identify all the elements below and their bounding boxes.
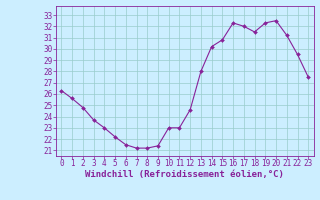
X-axis label: Windchill (Refroidissement éolien,°C): Windchill (Refroidissement éolien,°C) bbox=[85, 170, 284, 179]
